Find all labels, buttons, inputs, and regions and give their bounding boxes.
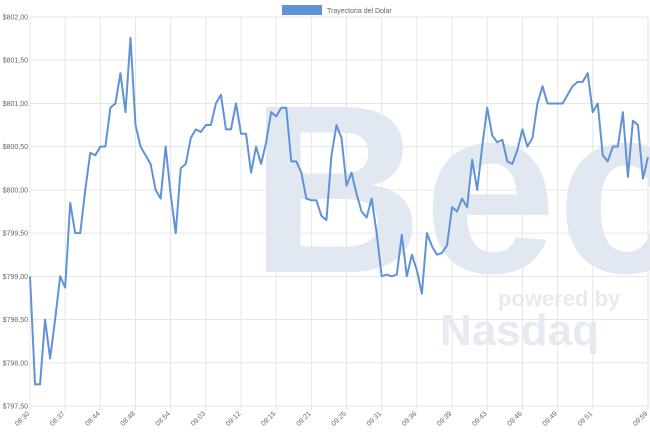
x-tick-label: 09:25 — [331, 410, 348, 427]
x-tick-label: 08:30 — [14, 410, 31, 427]
data-line — [29, 36, 649, 386]
y-tick-label: $798,00 — [3, 360, 28, 367]
x-tick-label: 09:43 — [471, 410, 488, 427]
x-tick-label: 09:15 — [260, 410, 277, 427]
x-tick-label: 08:44 — [84, 410, 101, 427]
x-tick-label: 08:37 — [49, 410, 66, 427]
x-tick-label: 09:03 — [190, 410, 207, 427]
y-tick-label: $802,00 — [3, 15, 28, 22]
y-tick-label: $801,00 — [3, 101, 28, 108]
x-tick-label: 09:39 — [436, 410, 453, 427]
x-tick-label: 09:51 — [577, 410, 594, 427]
x-tick-label: 09:21 — [295, 410, 312, 427]
legend-swatch — [282, 5, 322, 15]
x-tick-label: 09:36 — [401, 410, 418, 427]
x-tick-label: 09:31 — [366, 410, 383, 427]
y-tick-label: $799,00 — [3, 274, 28, 281]
watermark-tagline: powered by — [498, 286, 621, 311]
legend-label: Trayectoria del Dolar — [327, 8, 392, 15]
y-tick-label: $801,50 — [3, 58, 28, 65]
x-tick-label: 09:12 — [225, 410, 242, 427]
y-tick-label: $798,50 — [3, 317, 28, 324]
x-tick-label: 08:54 — [155, 410, 172, 427]
y-tick-label: $799,50 — [3, 231, 28, 238]
x-tick-label: 09:49 — [542, 410, 559, 427]
watermark-logo: Bec — [250, 55, 650, 323]
x-tick-label: 08:48 — [120, 410, 137, 427]
x-tick-label: 09:59 — [632, 410, 649, 427]
x-tick-label: 09:46 — [506, 410, 523, 427]
y-tick-label: $797,50 — [3, 404, 28, 411]
watermark-brand: Nasdaq — [440, 306, 599, 355]
y-tick-label: $800,50 — [3, 144, 28, 151]
y-tick-label: $800,00 — [3, 187, 28, 194]
